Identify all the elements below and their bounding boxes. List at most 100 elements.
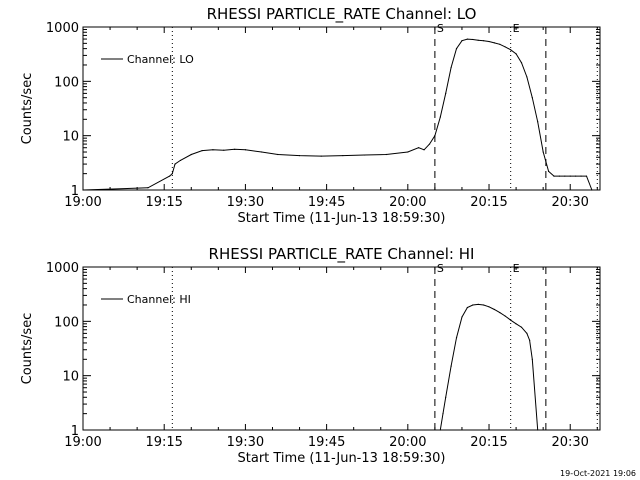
data-point bbox=[477, 39, 479, 41]
data-point bbox=[174, 163, 176, 165]
data-point bbox=[493, 42, 496, 44]
data-point bbox=[499, 311, 501, 314]
data-point bbox=[483, 40, 485, 42]
data-point bbox=[493, 308, 496, 311]
x-tick-label: 20:15 bbox=[470, 435, 507, 450]
data-point bbox=[179, 159, 182, 162]
y-axis-label: Counts/sec bbox=[20, 73, 35, 145]
legend-label: Channel: LO bbox=[127, 53, 194, 66]
data-point bbox=[212, 149, 214, 151]
data-point bbox=[434, 135, 436, 137]
data-point bbox=[442, 413, 444, 415]
data-point bbox=[585, 175, 588, 177]
x-tick-label: 20:30 bbox=[551, 195, 588, 210]
data-point bbox=[455, 48, 458, 50]
data-point bbox=[450, 365, 452, 367]
x-axis-label: Start Time (11-Jun-13 18:59:30) bbox=[238, 211, 446, 226]
x-tick-label: 19:15 bbox=[145, 195, 182, 210]
x-tick-label: 19:45 bbox=[308, 195, 345, 210]
x-tick-label: 19:00 bbox=[64, 195, 101, 210]
data-point bbox=[190, 153, 192, 156]
chart-title: RHESSI PARTICLE_RATE Channel: LO bbox=[207, 5, 477, 24]
x-tick-label: 19:30 bbox=[227, 435, 264, 450]
data-point bbox=[223, 149, 225, 151]
data-point bbox=[542, 151, 544, 153]
plot-frame bbox=[82, 266, 601, 431]
data-point bbox=[466, 306, 468, 309]
data-point bbox=[261, 151, 263, 153]
data-point bbox=[580, 175, 582, 177]
data-point bbox=[537, 429, 539, 431]
data-point bbox=[520, 62, 523, 64]
y-axis-label: Counts/sec bbox=[20, 313, 35, 385]
data-point bbox=[201, 150, 203, 152]
data-point bbox=[439, 429, 441, 431]
data-point bbox=[553, 175, 555, 177]
chart-panel-1: RHESSI PARTICLE_RATE Channel: HI Counts/s… bbox=[20, 245, 601, 466]
x-tick-label: 20:15 bbox=[470, 195, 507, 210]
data-point bbox=[466, 38, 468, 40]
data-point bbox=[483, 304, 485, 306]
data-point bbox=[244, 149, 247, 151]
data-point bbox=[418, 147, 420, 149]
data-point bbox=[488, 40, 490, 43]
footer-timestamp: 19-Oct-2021 19:06 bbox=[560, 469, 636, 478]
data-point bbox=[558, 175, 560, 177]
x-tick-label: 19:30 bbox=[227, 195, 264, 210]
data-point bbox=[529, 339, 531, 341]
plot-frame bbox=[82, 26, 601, 191]
event-marker-label: S bbox=[437, 262, 444, 275]
data-point bbox=[171, 173, 173, 175]
data-point bbox=[423, 149, 425, 151]
data-point bbox=[461, 40, 463, 42]
x-tick-label: 19:00 bbox=[64, 435, 101, 450]
data-point bbox=[147, 187, 149, 189]
y-tick-label: 1 bbox=[71, 184, 79, 199]
data-point bbox=[488, 306, 490, 308]
data-point bbox=[547, 170, 550, 172]
data-point bbox=[450, 66, 452, 69]
data-point bbox=[499, 43, 501, 45]
chart-title: RHESSI PARTICLE_RATE Channel: HI bbox=[209, 245, 475, 264]
y-tick-label: 1000 bbox=[46, 261, 79, 276]
y-tick-label: 10 bbox=[62, 370, 79, 385]
data-point bbox=[342, 154, 344, 157]
y-tick-label: 1 bbox=[71, 424, 79, 439]
data-point bbox=[445, 92, 447, 94]
data-point bbox=[531, 358, 533, 360]
data-point bbox=[526, 76, 528, 78]
data-point bbox=[385, 153, 387, 156]
data-point bbox=[537, 121, 539, 123]
data-point bbox=[82, 189, 84, 191]
x-tick-label: 20:00 bbox=[389, 195, 426, 210]
data-point bbox=[445, 396, 447, 398]
event-marker-label: E bbox=[513, 22, 520, 35]
data-point bbox=[515, 53, 517, 55]
data-point bbox=[591, 189, 593, 191]
data-point bbox=[510, 49, 512, 51]
data-point bbox=[320, 155, 322, 157]
data-point bbox=[504, 315, 506, 317]
data-point bbox=[455, 337, 458, 339]
data-point bbox=[515, 323, 517, 325]
data-point bbox=[461, 316, 463, 318]
data-point bbox=[569, 175, 571, 177]
data-point bbox=[564, 175, 566, 177]
data-point bbox=[477, 303, 479, 305]
chart-panel-0: RHESSI PARTICLE_RATE Channel: LO Counts/s… bbox=[20, 5, 601, 226]
y-tick-label: 100 bbox=[54, 315, 79, 330]
data-point bbox=[526, 332, 528, 334]
data-point bbox=[531, 97, 533, 99]
y-tick-label: 100 bbox=[54, 75, 79, 90]
data-point bbox=[520, 326, 523, 328]
data-point bbox=[298, 154, 301, 157]
data-point bbox=[428, 143, 431, 145]
data-point bbox=[233, 148, 236, 150]
x-axis-label: Start Time (11-Jun-13 18:59:30) bbox=[238, 451, 446, 466]
data-point bbox=[510, 319, 512, 321]
series-line-Channel: HI bbox=[439, 303, 539, 431]
x-tick-label: 20:00 bbox=[389, 435, 426, 450]
data-point bbox=[472, 304, 474, 306]
data-point bbox=[504, 46, 506, 48]
data-point bbox=[439, 116, 441, 118]
